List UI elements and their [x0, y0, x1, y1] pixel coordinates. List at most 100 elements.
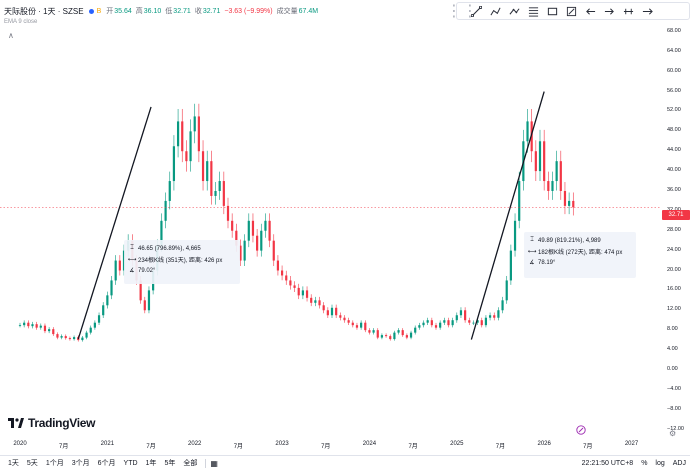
settings-gear-icon[interactable]: ⚙ — [669, 429, 677, 438]
target-icon[interactable] — [576, 425, 586, 435]
time-tick-label: 7月 — [146, 444, 156, 450]
candle-body — [89, 327, 92, 333]
candle-body — [18, 325, 22, 326]
candle-body — [285, 275, 288, 281]
candle-body — [247, 220, 250, 241]
logo-text: TradingView — [28, 416, 96, 430]
time-tick-label: 2021 — [100, 441, 115, 447]
candle-body — [97, 315, 101, 323]
candle-body — [185, 151, 188, 162]
candle-body — [60, 336, 63, 338]
candle-body — [376, 330, 379, 338]
candle-body — [305, 290, 309, 298]
collapse-legend-icon[interactable]: ∧ — [8, 31, 14, 40]
candle-body — [401, 330, 404, 336]
candle-body — [360, 322, 363, 328]
candle-body — [443, 320, 446, 323]
path-icon[interactable] — [505, 3, 524, 19]
range-button[interactable]: 1个月 — [45, 460, 64, 467]
measure-box-1[interactable]: ⌶ 46.65 (796.89%), 4,665 ⟷ 234根K线 (351天), … — [124, 240, 240, 284]
candle-body — [397, 330, 400, 333]
tradingview-logo[interactable]: TradingView — [8, 416, 95, 430]
candle-body — [276, 260, 280, 271]
candle-body — [414, 327, 417, 333]
candle-body — [418, 325, 421, 328]
open-value: 35.64 — [114, 7, 132, 15]
bars-icon: ⟷ — [127, 257, 137, 263]
angle-icon: ∡ — [129, 268, 135, 274]
candle-body — [568, 200, 571, 206]
symbol-title[interactable]: 天际股份 · 1天 · SZSE — [4, 6, 84, 16]
range-button[interactable]: 5年 — [164, 460, 176, 467]
range-button[interactable]: YTD — [123, 459, 138, 467]
candle-body — [318, 300, 321, 306]
measure-box-2[interactable]: ⌶ 49.89 (819.21%), 4,989 ⟷ 182根K线 (272天), … — [524, 232, 636, 278]
candle-body — [459, 310, 463, 316]
price-tick-label: 64.00 — [667, 47, 681, 54]
price-tick-label: 44.00 — [667, 147, 681, 154]
candle-body — [226, 205, 230, 221]
price-chart[interactable] — [0, 0, 690, 455]
price-tick-label: 40.00 — [667, 167, 681, 174]
arrow-left-icon[interactable] — [581, 3, 600, 19]
measure-icon[interactable] — [562, 3, 581, 19]
range-button[interactable]: 1年 — [145, 460, 157, 467]
trend-line-icon[interactable] — [467, 3, 486, 19]
adj-toggle[interactable]: ADJ — [672, 459, 686, 467]
candle-body — [488, 315, 492, 318]
candle-body — [85, 332, 88, 338]
more-icon[interactable] — [638, 3, 657, 19]
candle-body — [301, 290, 304, 296]
candle-body — [347, 320, 350, 323]
polyline-icon[interactable] — [486, 3, 505, 19]
candle-body — [222, 181, 225, 206]
grip-icon[interactable]: ⋮⋮ — [446, 3, 478, 20]
candle-body — [289, 280, 292, 286]
range-button[interactable]: 全部 — [183, 460, 198, 467]
tradingview-logo-icon — [8, 418, 24, 428]
trend-line-2 — [470, 91, 545, 340]
candle-body — [538, 141, 542, 172]
candle-body — [23, 322, 26, 326]
candle-body — [534, 151, 537, 172]
candle-body — [272, 240, 275, 261]
volume-label: 成交量 — [276, 8, 298, 15]
measure-1-price: 46.65 (796.89%), 4,665 — [138, 245, 201, 252]
rectangle-icon[interactable] — [543, 3, 562, 19]
indicator-label[interactable]: EMA 9 close — [4, 19, 38, 25]
time-tick-label: 7月 — [59, 444, 69, 450]
candle-body — [455, 315, 458, 321]
clock-time[interactable]: 22:21:50 UTC+8 — [581, 459, 634, 467]
candle-body — [426, 320, 429, 323]
price-tick-label: 52.00 — [667, 107, 681, 114]
candle-body — [501, 300, 504, 311]
date-range-buttons: 1天 5天 1个月 3个月 6个月 YTD 1年 5年 全部 — [0, 458, 201, 468]
price-tick-label: 32.00 — [667, 207, 681, 213]
low-value: 32.71 — [173, 7, 191, 15]
bottom-toolbar: 1天 5天 1个月 3个月 6个月 YTD 1年 5年 全部 ▦ 22:21:50 UTC+8 … — [0, 455, 690, 470]
candle-body — [480, 320, 483, 326]
range-button[interactable]: 1天 — [8, 460, 19, 467]
candle-body — [102, 305, 105, 316]
time-tick-label: 2025 — [450, 441, 464, 447]
change-value: −3.63 (−9.99%) — [224, 7, 273, 15]
candle-body — [201, 151, 205, 182]
bars-icon: ⟷ — [527, 249, 537, 255]
price-scale[interactable]: 68.00 64.00 60.00 56.00 52.00 48.00 44.00 40.00… — [660, 0, 690, 440]
range-button[interactable]: 6个月 — [97, 460, 116, 467]
candle-body — [160, 220, 163, 246]
calendar-icon[interactable]: ▦ — [210, 458, 218, 468]
candle-body — [243, 240, 246, 261]
candle-body — [64, 336, 67, 339]
divider — [205, 458, 207, 468]
log-toggle[interactable]: log — [655, 459, 665, 467]
brush-icon[interactable] — [619, 3, 638, 19]
arrow-right-icon[interactable] — [600, 3, 619, 19]
percent-toggle[interactable]: % — [641, 459, 648, 467]
fib-icon[interactable] — [524, 3, 543, 19]
candle-body — [193, 116, 196, 132]
range-button[interactable]: 5天 — [26, 460, 38, 467]
measure-2-bars: 182根K线 (272天), 距离: 474 px — [538, 250, 623, 256]
range-button[interactable]: 3个月 — [71, 460, 90, 467]
